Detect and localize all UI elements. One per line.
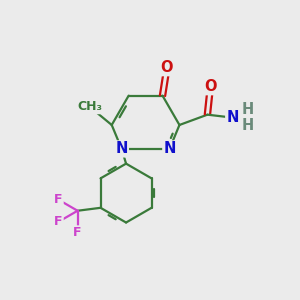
Text: F: F [73,226,82,239]
Text: F: F [54,215,63,228]
Text: O: O [204,79,217,94]
Text: CH₃: CH₃ [77,100,102,113]
Text: N: N [116,141,128,156]
Text: H: H [242,118,254,134]
Text: H: H [242,102,254,117]
Text: O: O [161,60,173,75]
Text: F: F [54,193,63,206]
Text: N: N [163,141,176,156]
Text: N: N [226,110,238,125]
